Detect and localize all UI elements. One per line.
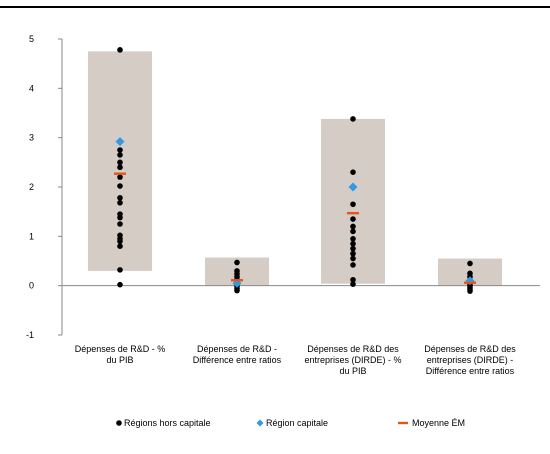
data-point-region	[350, 276, 356, 283]
x-category-label-line: Dépenses de R&D -	[197, 344, 277, 354]
data-point-region	[117, 195, 123, 201]
x-category-label-line: du PIB	[339, 366, 366, 376]
top-rule	[0, 6, 550, 8]
data-point-region	[117, 243, 123, 249]
data-point-region	[117, 199, 123, 206]
data-point-region	[117, 214, 123, 221]
data-point-region	[350, 250, 356, 257]
data-point-mean	[347, 211, 359, 215]
x-category-label-line: entreprises (DIRDE) - %	[304, 355, 401, 365]
data-point-region	[117, 281, 123, 288]
x-category-label-line: Différence entre ratios	[193, 355, 282, 365]
legend-label-capital: Région capitale	[266, 418, 328, 428]
data-point-region	[350, 240, 356, 247]
x-category-label: Dépenses de R&D - % du PIB	[75, 344, 166, 365]
y-tick-label: 5	[29, 34, 34, 44]
data-point-region	[117, 238, 123, 245]
y-tick-label: 0	[29, 281, 34, 291]
legend-marker-mean	[398, 421, 408, 425]
data-point-region	[117, 164, 123, 171]
data-point-region	[350, 255, 356, 262]
x-category-label-line: Dépenses de R&D des	[307, 344, 399, 354]
data-point-region	[117, 174, 123, 180]
x-category-label: Dépenses de R&D des entreprises (DIRDE) -…	[304, 344, 401, 376]
data-point-region	[350, 262, 356, 268]
x-category-label-line: Dépenses de R&D des	[424, 344, 516, 354]
legend-label-mean: Moyenne ÉM	[412, 418, 465, 428]
data-point-region	[350, 216, 356, 222]
y-tick-label: 3	[29, 133, 34, 143]
data-point-region	[234, 287, 240, 294]
legend-marker-capital	[256, 419, 264, 427]
data-point-region	[350, 169, 356, 175]
data-point-region	[350, 228, 356, 235]
data-point-mean	[114, 172, 126, 175]
data-point-capital	[115, 137, 125, 147]
data-point-region	[350, 201, 356, 208]
data-point-region	[117, 47, 123, 53]
data-point-region	[350, 236, 356, 242]
data-point-region	[117, 183, 123, 189]
x-category-label-line: entreprises (DIRDE) -	[427, 355, 514, 365]
y-tick-label: -1	[26, 330, 34, 340]
data-point-region	[350, 223, 356, 230]
data-point-region	[117, 267, 123, 273]
y-tick-label: 4	[29, 83, 34, 93]
x-category-label: Dépenses de R&D des entreprises (DIRDE) -…	[424, 344, 516, 376]
data-point-capital	[348, 182, 358, 192]
data-point-region	[117, 221, 123, 227]
y-tick-label: 1	[29, 231, 34, 241]
legend-label-region: Régions hors capitale	[124, 418, 211, 428]
x-category-label: Dépenses de R&D -Différence entre ratios	[193, 344, 282, 365]
data-point-region	[467, 260, 473, 267]
data-point-region	[117, 159, 123, 166]
data-point-region	[350, 245, 356, 252]
data-point-region	[234, 259, 240, 266]
data-point-region	[117, 152, 123, 158]
x-category-label-line: Différence entre ratios	[426, 366, 515, 376]
legend-marker-region	[116, 420, 122, 426]
x-category-label-line: Dépenses de R&D - %	[75, 344, 166, 354]
data-point-region	[467, 288, 473, 294]
data-point-region	[117, 147, 123, 153]
x-category-label-line: du PIB	[106, 355, 133, 365]
data-point-region	[350, 281, 356, 287]
y-tick-label: 2	[29, 182, 34, 192]
data-point-mean	[231, 279, 243, 282]
data-point-region	[350, 116, 356, 122]
data-point-mean	[464, 281, 476, 284]
